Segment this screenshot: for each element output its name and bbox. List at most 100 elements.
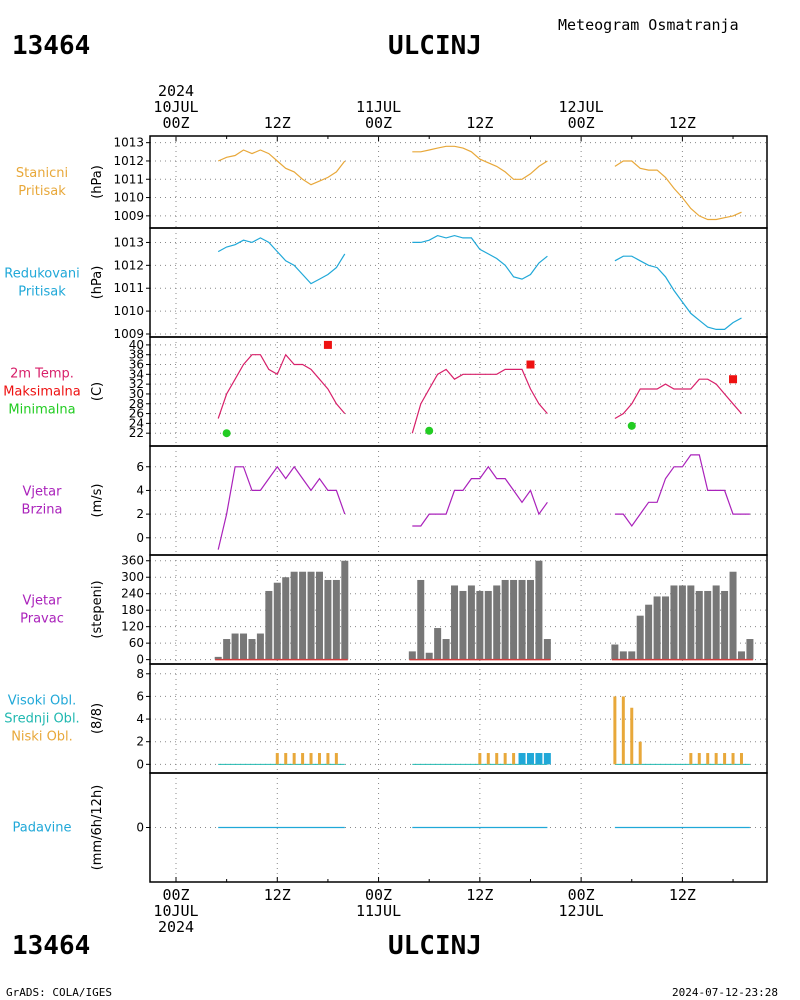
panel-label-line: Pritisak xyxy=(18,285,66,300)
panel-frame xyxy=(149,445,768,556)
panel-label-line: Vjetar xyxy=(23,485,63,500)
high-cloud-bar xyxy=(543,753,551,765)
y-tick-label: 0 xyxy=(136,821,144,835)
y-tick-label: 2 xyxy=(136,735,144,749)
wind-direction-bar xyxy=(510,579,518,660)
panel-frame xyxy=(149,663,768,774)
low-cloud-bar xyxy=(317,753,321,765)
wind-direction-bar xyxy=(299,571,307,660)
wind-direction-bar xyxy=(248,639,256,660)
series-line xyxy=(217,237,346,285)
wind-direction-bar xyxy=(451,585,459,660)
low-cloud-bar xyxy=(638,741,642,765)
low-cloud-bar xyxy=(495,753,499,765)
wind-direction-bar xyxy=(687,585,695,660)
low-cloud-bar xyxy=(503,753,507,765)
panel-oblacnost: 0 2 4 6 8 Visoki Obl. Srednji Obl. Niski Obl. (8… xyxy=(4,663,768,774)
y-tick-label: 28 xyxy=(129,397,144,411)
low-cloud-bar xyxy=(714,753,718,765)
y-tick-label: 120 xyxy=(121,620,144,634)
y-tick-label: 0 xyxy=(136,757,144,771)
y-tick-label: 6 xyxy=(136,460,144,474)
y-tick-label: 1010 xyxy=(113,191,144,205)
y-tick-label: 1013 xyxy=(113,136,144,150)
time-label: 00Z xyxy=(162,114,189,132)
station-name-top: ULCINJ xyxy=(388,31,482,61)
low-cloud-bar xyxy=(309,753,313,765)
panel-frame xyxy=(149,135,768,229)
panel-label-line: Pritisak xyxy=(18,184,66,199)
panel-label-line: Pravac xyxy=(20,612,64,627)
wind-direction-bar xyxy=(476,590,484,660)
series-line xyxy=(614,454,750,528)
panel-label-line: Padavine xyxy=(13,821,72,836)
low-cloud-bar xyxy=(478,753,482,765)
station-id-top: 13464 xyxy=(12,31,90,61)
panel-vjetar-pravac: 0 60 120 180 240 300 360 Vjetar Pravac (stepeni) xyxy=(20,554,768,667)
y-tick-label: 34 xyxy=(129,367,144,381)
tmax-marker xyxy=(323,340,332,349)
panel-unit-label: (hPa) xyxy=(90,165,105,199)
footer-left: GrADS: COLA/IGES xyxy=(6,986,112,999)
y-tick-label: 26 xyxy=(129,407,144,421)
low-cloud-bar xyxy=(275,753,279,765)
wind-direction-bar xyxy=(231,633,239,660)
tmin-marker xyxy=(627,421,636,430)
panel-label-line: 2m Temp. xyxy=(10,367,74,382)
y-tick-label: 6 xyxy=(136,689,144,703)
y-tick-label: 40 xyxy=(129,338,144,352)
panel-label-line: Vjetar xyxy=(23,594,63,609)
wind-direction-bar xyxy=(535,560,543,660)
y-tick-label: 1013 xyxy=(113,235,144,249)
time-label: 12Z xyxy=(669,886,696,904)
series-line xyxy=(217,465,346,550)
station-id-bottom: 13464 xyxy=(12,931,90,961)
wind-direction-bar xyxy=(417,579,425,660)
low-cloud-bar xyxy=(486,753,490,765)
wind-direction-bar xyxy=(653,596,661,660)
tmax-marker xyxy=(526,360,535,369)
y-tick-label: 1012 xyxy=(113,258,144,272)
wind-direction-bar xyxy=(678,585,686,660)
series-line xyxy=(614,160,742,221)
panel-unit-label: (hPa) xyxy=(90,266,105,300)
y-tick-label: 0 xyxy=(136,653,144,667)
panel-label-line: Brzina xyxy=(22,503,63,518)
low-cloud-bar xyxy=(613,696,617,765)
y-tick-label: 30 xyxy=(129,387,144,401)
y-tick-label: 240 xyxy=(121,587,144,601)
panel-unit-label: (stepeni) xyxy=(90,580,105,638)
time-label: 12Z xyxy=(466,886,493,904)
panel-padavine: 0 Padavine (mm/6h/12h) xyxy=(13,772,768,883)
wind-direction-bar xyxy=(518,579,526,660)
low-cloud-bar xyxy=(301,753,305,765)
panel-label-line: Minimalna xyxy=(8,403,75,418)
series-line xyxy=(614,378,742,420)
wind-direction-bar xyxy=(543,639,551,660)
panel-redukovani-pritisak: 1009 1010 1011 1012 1013 Redukovani Pritisak (h… xyxy=(4,227,768,341)
y-tick-label: 8 xyxy=(136,667,144,681)
low-cloud-bar xyxy=(697,753,701,765)
series-line xyxy=(217,149,346,186)
series-line xyxy=(412,145,548,180)
series-line xyxy=(412,465,548,527)
y-tick-label: 4 xyxy=(136,712,144,726)
low-cloud-bar xyxy=(723,753,727,765)
time-label: 00Z xyxy=(568,114,595,132)
wind-direction-bar xyxy=(315,571,323,660)
y-tick-label: 1009 xyxy=(113,327,144,341)
wind-direction-bar xyxy=(704,590,712,660)
high-cloud-bar xyxy=(518,753,526,765)
wind-direction-bar xyxy=(695,590,703,660)
wind-direction-bar xyxy=(493,585,501,660)
tmin-marker xyxy=(222,429,231,438)
time-label: 00Z xyxy=(365,886,392,904)
time-label: 12Z xyxy=(264,114,291,132)
wind-direction-bar xyxy=(746,639,754,660)
tmax-marker xyxy=(729,375,738,384)
panel-stanicni-pritisak: 1009 1010 1011 1012 1013 Stanicni Pritisak (hPa… xyxy=(16,135,768,229)
